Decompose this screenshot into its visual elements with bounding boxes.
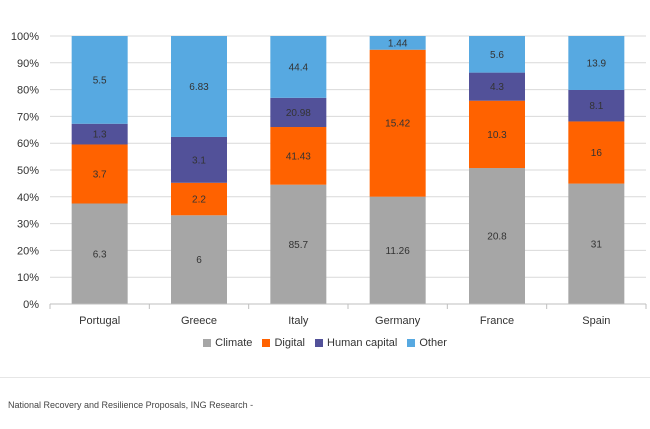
data-label: 20.98 <box>286 108 311 119</box>
legend-label-digital: Digital <box>274 337 306 349</box>
data-label: 6 <box>196 255 202 266</box>
data-label: 16 <box>591 148 603 159</box>
data-label: 6.3 <box>93 249 107 260</box>
bar-segment-digital <box>469 100 525 169</box>
data-label: 31 <box>591 239 603 250</box>
data-label: 8.1 <box>589 101 603 112</box>
data-label: 44.4 <box>289 62 309 73</box>
y-tick-label: 40% <box>17 192 39 204</box>
bar-segment-climate <box>71 203 128 304</box>
data-label: 3.7 <box>93 169 107 180</box>
data-label: 15.42 <box>385 119 410 130</box>
legend-item-human-capital: Human capital <box>315 337 397 349</box>
x-tick-label: France <box>480 315 514 327</box>
bars <box>71 36 625 304</box>
axes: 0% 10% 20% 30% 40% 50% 60% 70% 80% 90% 100% Portuga… <box>11 31 647 327</box>
bar-segment-digital <box>270 127 327 185</box>
y-tick-label: 60% <box>17 138 39 150</box>
bar-segment-climate <box>568 183 625 304</box>
legend-item-other: Other <box>407 337 447 349</box>
y-tick-label: 0% <box>23 299 39 311</box>
data-label: 3.1 <box>192 155 206 166</box>
y-tick-label: 90% <box>17 58 39 70</box>
bar-segment-other <box>270 36 327 98</box>
legend-item-climate: Climate <box>203 337 252 349</box>
bar-segment-digital <box>71 144 128 204</box>
x-tick-label: Spain <box>582 315 610 327</box>
legend-swatch-climate <box>203 339 212 347</box>
legend-swatch-digital <box>262 339 271 347</box>
bar-segment-digital <box>568 121 625 184</box>
data-label: 5.6 <box>490 50 504 61</box>
bar-segment-human-capital <box>270 97 327 128</box>
data-label: 5.5 <box>93 75 107 86</box>
legend: Climate Digital Human capital Other <box>0 337 650 349</box>
bar-segment-digital <box>171 182 227 216</box>
data-label: 41.43 <box>286 151 311 162</box>
y-tick-label: 70% <box>17 111 39 123</box>
divider <box>0 377 650 378</box>
data-label: 10.3 <box>487 130 507 141</box>
bar-segment-climate <box>171 215 227 304</box>
legend-swatch-other <box>407 339 416 347</box>
source-note: National Recovery and Resilience Proposa… <box>8 400 254 410</box>
legend-label-other: Other <box>419 337 447 349</box>
data-label: 85.7 <box>289 240 309 251</box>
bar-segment-other <box>369 36 426 50</box>
y-tick-label: 80% <box>17 85 39 97</box>
x-tick-label: Portugal <box>79 315 120 327</box>
y-tick-label: 20% <box>17 245 39 257</box>
x-tick-label: Germany <box>375 315 421 327</box>
x-tick-label: Greece <box>181 315 217 327</box>
y-tick-label: 30% <box>17 219 39 231</box>
data-label: 11.26 <box>386 246 411 257</box>
data-label: 20.8 <box>487 232 507 243</box>
bar-segment-human-capital <box>469 72 525 101</box>
bar-segment-climate <box>369 196 426 304</box>
bar-segment-climate <box>469 168 525 304</box>
bar-segment-other <box>71 36 128 124</box>
bar-segment-human-capital <box>71 123 128 145</box>
data-label: 6.83 <box>189 82 209 93</box>
bar-segment-climate <box>270 184 327 304</box>
bar-segment-other <box>171 36 227 137</box>
y-tick-label: 100% <box>11 31 39 43</box>
x-tick-label: Italy <box>288 315 309 327</box>
data-label: 2.2 <box>192 195 206 206</box>
y-tick-label: 50% <box>17 165 39 177</box>
legend-item-digital: Digital <box>262 337 305 349</box>
legend-swatch-human-capital <box>315 339 324 347</box>
legend-label-human-capital: Human capital <box>327 337 398 349</box>
bar-segment-other <box>469 36 525 73</box>
data-label: 1.44 <box>388 38 408 49</box>
y-tick-label: 10% <box>17 272 39 284</box>
data-label: 13.9 <box>587 58 607 69</box>
bar-segment-human-capital <box>568 89 625 122</box>
grid-lines <box>50 35 646 305</box>
data-label: 1.3 <box>93 130 107 141</box>
bar-segment-digital <box>369 49 426 197</box>
data-labels: 6.3 3.7 1.3 5.5 6 2.2 3.1 6.83 85.7 41.43 20.98 44.… <box>93 38 607 266</box>
bar-segment-human-capital <box>171 136 227 183</box>
data-label: 4.3 <box>490 82 504 93</box>
legend-label-climate: Climate <box>215 337 253 349</box>
bar-segment-other <box>568 36 625 90</box>
